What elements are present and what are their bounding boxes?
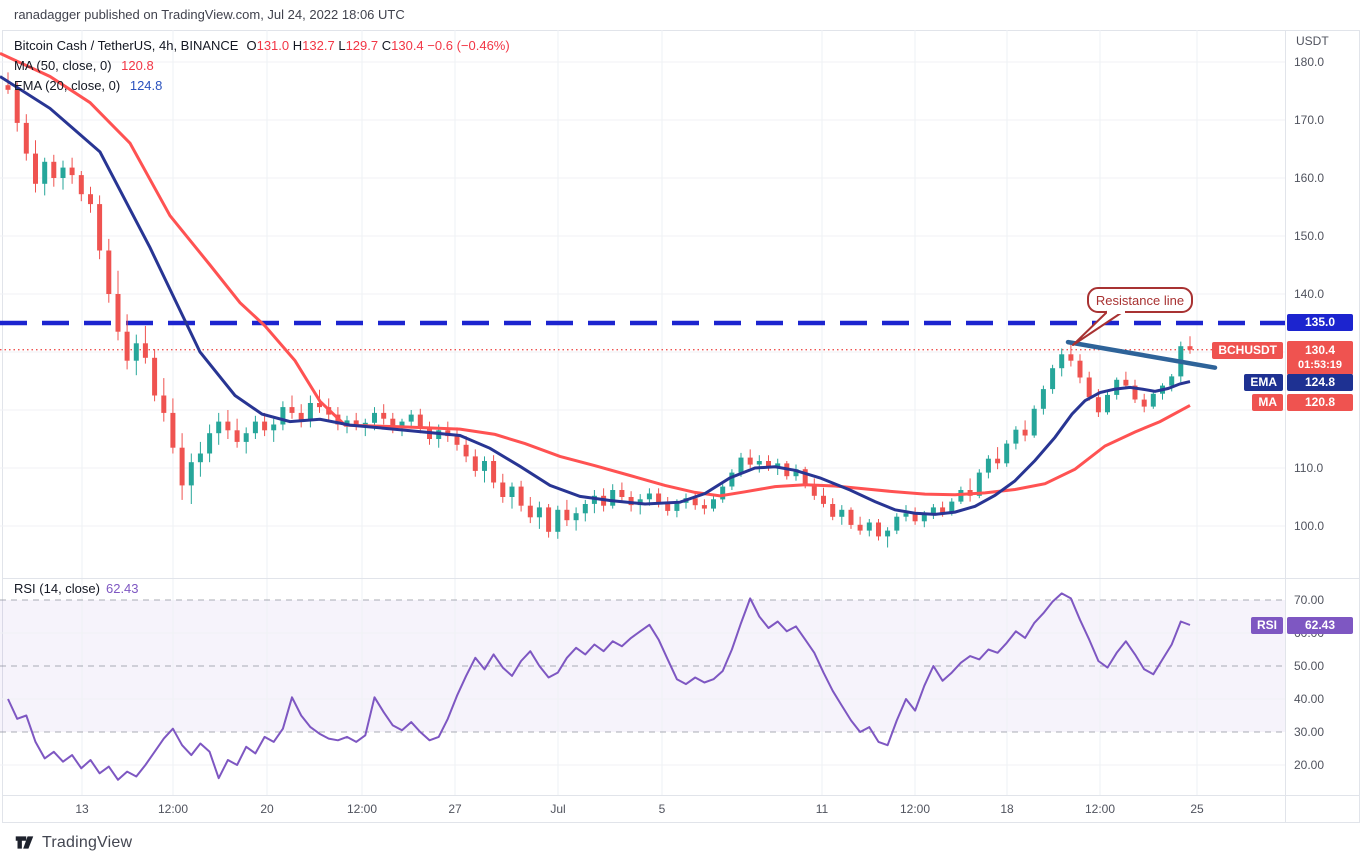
ma-badge-value: 120.8 <box>1287 394 1353 411</box>
close-value: 130.4 <box>391 38 424 53</box>
rsi-tick-label: 70.00 <box>1294 593 1325 607</box>
high-value: 132.7 <box>302 38 335 53</box>
svg-text:Resistance line: Resistance line <box>1096 293 1184 308</box>
time-axis[interactable]: 13 12:00 20 12:00 27 Jul 5 11 12:00 18 12:00 25 <box>0 796 1362 823</box>
rsi-badge-value: 62.43 <box>1287 617 1353 634</box>
time-tick-label: 11 <box>815 802 829 816</box>
ema-value: 124.8 <box>129 78 163 93</box>
change-value: −0.6 (−0.46%) <box>427 38 510 53</box>
time-tick-label: 12:00 <box>899 802 931 816</box>
pane-separator <box>2 578 1360 579</box>
rsi-label: RSI (14, close) <box>14 581 100 596</box>
time-tick-label: 20 <box>260 802 274 816</box>
level-price-badge: 135.0 <box>1287 314 1353 331</box>
watermark: TradingView <box>14 832 132 853</box>
symbol-badge: BCHUSDT <box>1212 342 1283 359</box>
close-label: C <box>381 38 392 53</box>
legend-symbol-row: Bitcoin Cash / TetherUS, 4h, BINANCE O131… <box>14 36 510 56</box>
last-price-value: 130.4 <box>1304 343 1336 357</box>
time-tick-label: 5 <box>658 802 666 816</box>
symbol-title: Bitcoin Cash / TetherUS, 4h, BINANCE <box>14 38 239 53</box>
rsi-tick-label: 40.00 <box>1294 692 1325 706</box>
time-axis-border <box>2 795 1360 796</box>
price-tick-label: 100.0 <box>1294 519 1325 533</box>
ma-value: 120.8 <box>121 58 154 73</box>
price-scale-border <box>1285 30 1286 823</box>
ma-label: MA (50, close, 0) <box>14 58 112 73</box>
time-tick-label: 12:00 <box>346 802 378 816</box>
price-tick-label: 170.0 <box>1294 113 1325 127</box>
time-tick-label: 12:00 <box>157 802 189 816</box>
tradingview-logo-icon <box>14 832 35 853</box>
price-pane[interactable]: Resistance line <box>0 30 1285 578</box>
last-price-badge: 130.4 01:53:19 <box>1287 341 1353 375</box>
published-info: ranadagger published on TradingView.com,… <box>14 7 405 22</box>
ema-badge-label: EMA <box>1244 374 1283 391</box>
time-tick-label: 27 <box>448 802 462 816</box>
rsi-badge-label: RSI <box>1250 617 1283 634</box>
chart-legend: Bitcoin Cash / TetherUS, 4h, BINANCE O131… <box>14 36 510 96</box>
time-tick-label: 13 <box>75 802 89 816</box>
rsi-tick-label: 20.00 <box>1294 758 1325 772</box>
open-label: O <box>246 38 257 53</box>
rsi-legend: RSI (14, close) 62.43 <box>14 581 139 596</box>
time-tick-label: Jul <box>550 802 566 816</box>
bar-countdown: 01:53:19 <box>1297 359 1343 371</box>
time-tick-label: 25 <box>1190 802 1204 816</box>
price-tick-label: 180.0 <box>1294 55 1325 69</box>
price-tick-label: 140.0 <box>1294 287 1325 301</box>
price-tick-label: 160.0 <box>1294 171 1325 185</box>
legend-ema-row: EMA (20, close, 0) 124.8 <box>14 76 510 96</box>
rsi-pane[interactable] <box>0 578 1285 795</box>
ma-badge-label: MA <box>1252 394 1283 411</box>
time-tick-label: 12:00 <box>1084 802 1116 816</box>
legend-ma-row: MA (50, close, 0) 120.8 <box>14 56 510 76</box>
open-value: 131.0 <box>256 38 290 53</box>
price-tick-label: 150.0 <box>1294 229 1325 243</box>
price-tick-label: 110.0 <box>1294 461 1324 475</box>
rsi-tick-label: 50.00 <box>1294 659 1325 673</box>
watermark-brand: TradingView <box>42 833 133 851</box>
ema-label: EMA (20, close, 0) <box>14 78 121 93</box>
price-scale-unit: USDT <box>1296 34 1329 48</box>
low-value: 129.7 <box>345 38 379 53</box>
time-tick-label: 18 <box>1000 802 1014 816</box>
ema-badge-value: 124.8 <box>1287 374 1353 391</box>
rsi-tick-label: 30.00 <box>1294 725 1325 739</box>
high-label: H <box>292 38 303 53</box>
rsi-value: 62.43 <box>105 581 139 596</box>
low-label: L <box>338 38 346 53</box>
